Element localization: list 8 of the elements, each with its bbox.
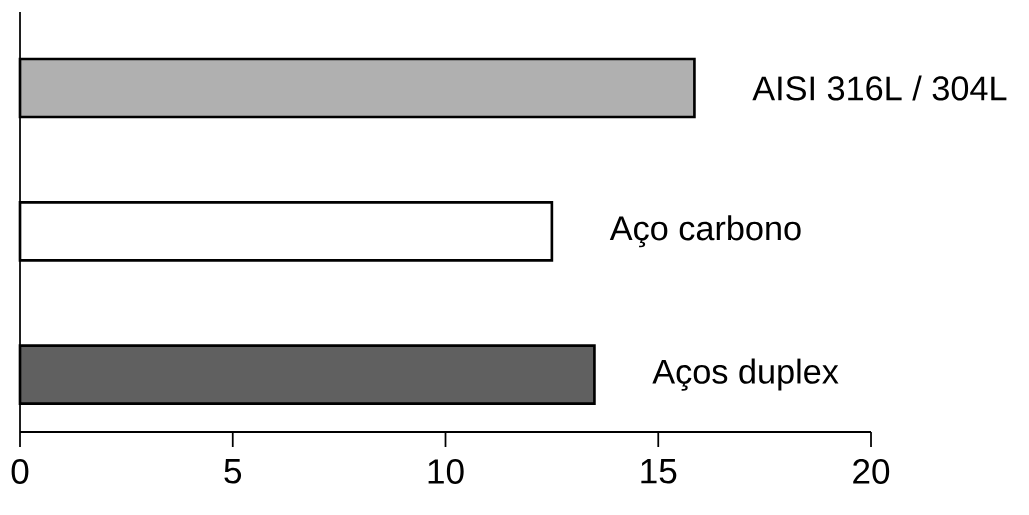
x-tick-label: 0 [11, 459, 29, 484]
x-tick-label: 5 [224, 459, 242, 484]
y-tick-label: Aço carbono [609, 215, 801, 248]
y-tick-label: AISI 316L / 304L [752, 75, 1007, 101]
x-tick-label: 15 [641, 459, 677, 484]
x-tick-label: 10 [428, 459, 464, 484]
y-tick-label: Aços duplex [652, 358, 839, 391]
x-tick-label: 20 [853, 459, 890, 484]
